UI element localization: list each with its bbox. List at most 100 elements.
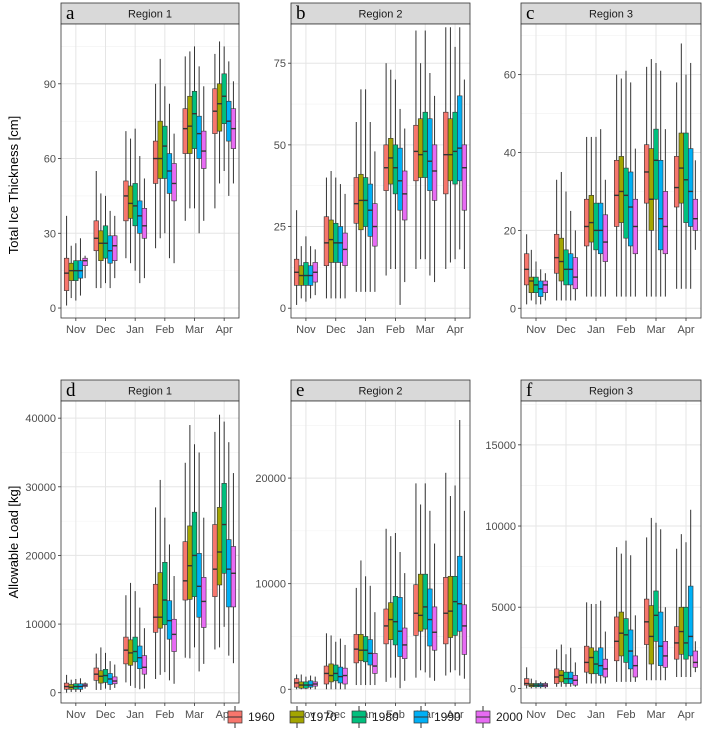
box-iqr: [152, 140, 159, 184]
box-b-Apr-1990: [457, 27, 463, 250]
box-b-Apr-1980: [452, 46, 458, 260]
box-iqr: [107, 235, 113, 264]
box-iqr: [402, 170, 408, 221]
panel-d: Region 1 0 10000 20000 30000 40000 Nov Dec Jan Fe…: [25, 379, 240, 721]
plot-area-e: [291, 401, 470, 703]
box-iqr: [563, 671, 569, 684]
box-iqr: [212, 524, 218, 597]
box-b-Feb-2000: [402, 128, 408, 283]
y-tick-label: 20000: [25, 550, 56, 562]
box-iqr: [447, 118, 454, 182]
box-iqr: [307, 680, 314, 688]
y-tick-label: 10000: [25, 619, 56, 631]
box-iqr: [452, 111, 458, 185]
box-iqr: [196, 115, 202, 159]
x-tick-label: Nov: [526, 709, 546, 721]
x-tick-label: Apr: [447, 709, 464, 721]
panel-c: Region 3 0 20 40 60 Nov Dec Jan Feb Mar Apr c: [504, 2, 702, 336]
box-iqr: [77, 260, 84, 279]
box-iqr: [328, 663, 334, 683]
box-iqr: [413, 584, 419, 636]
box-c-Jan-1960: [583, 136, 590, 297]
box-iqr: [673, 156, 680, 208]
x-tick-label: Dec: [96, 709, 116, 721]
legend-label: 1970: [310, 710, 337, 724]
box-iqr: [171, 163, 177, 202]
box-a-Jan-2000: [141, 178, 148, 279]
box-b-Feb-1980: [392, 79, 399, 269]
box-e-Mar-1980: [422, 483, 428, 673]
box-b-Feb-1990: [397, 108, 403, 305]
box-iqr: [337, 666, 344, 684]
box-e-Feb-1960: [383, 528, 389, 682]
y-tick-label: 40000: [25, 413, 56, 425]
plot-area-c: [521, 24, 701, 318]
legend-label: 2000: [496, 710, 523, 724]
box-iqr: [162, 561, 168, 626]
box-iqr: [653, 590, 659, 642]
x-tick-label: Jan: [126, 324, 144, 336]
box-iqr: [678, 606, 684, 655]
x-tick-label: Nov: [66, 324, 86, 336]
box-iqr: [221, 483, 227, 574]
box-iqr: [692, 198, 699, 231]
box-a-Apr-1960: [212, 53, 218, 209]
x-tick-label: Nov: [66, 709, 86, 721]
box-f-Feb-1990: [628, 555, 634, 682]
box-iqr: [196, 553, 202, 618]
box-a-Jan-1980: [132, 128, 138, 271]
panel-border-f: [520, 400, 702, 704]
box-iqr: [102, 225, 109, 259]
box-iqr: [397, 597, 403, 657]
box-iqr: [221, 73, 227, 124]
box-f-Mar-1980: [653, 522, 659, 681]
x-tick-label: Feb: [155, 709, 174, 721]
legend: 1960 1970 1980 1990 2000: [227, 706, 523, 728]
box-iqr: [662, 641, 669, 668]
plot-area-b: [291, 24, 470, 318]
legend-item-1990: 1990: [413, 706, 461, 728]
x-tick-label: Jan: [357, 324, 375, 336]
y-tick-label: 30000: [25, 482, 56, 494]
panel-border-a: [60, 23, 240, 319]
box-iqr: [427, 588, 433, 647]
box-iqr: [392, 144, 399, 195]
box-iqr: [63, 257, 70, 291]
box-iqr: [553, 668, 560, 684]
box-iqr: [628, 629, 634, 670]
x-tick-label: Dec: [326, 709, 346, 721]
box-a-Mar-1990: [196, 66, 202, 234]
box-iqr: [323, 665, 330, 685]
y-tick-label: 25: [274, 222, 286, 234]
box-iqr: [422, 111, 428, 178]
box-iqr: [457, 95, 463, 182]
box-iqr: [362, 636, 369, 663]
box-iqr: [191, 90, 198, 149]
box-d-Nov-2000: [82, 682, 88, 689]
box-iqr: [658, 611, 664, 666]
box-e-Jan-1970: [358, 560, 364, 686]
box-c-Jan-2000: [602, 179, 609, 297]
box-a-Jan-1990: [137, 156, 143, 284]
box-iqr: [353, 177, 359, 224]
box-b-Jan-1970: [358, 89, 364, 292]
box-iqr: [417, 573, 424, 632]
y-tick-label: 20000: [255, 473, 286, 485]
box-iqr: [431, 606, 438, 651]
panel-letter-c: c: [526, 3, 534, 24]
box-e-Nov-1970: [298, 674, 304, 690]
x-tick-label: Mar: [647, 709, 666, 721]
box-e-Jan-1980: [362, 576, 369, 686]
box-iqr: [388, 138, 394, 185]
y-tick-label: 10000: [255, 579, 286, 591]
box-f-Jan-1970: [588, 603, 594, 684]
box-iqr: [643, 144, 650, 204]
box-iqr: [662, 191, 669, 255]
legend-item-1970: 1970: [289, 706, 337, 728]
box-iqr: [191, 511, 198, 597]
box-iqr: [632, 655, 639, 678]
panel-letter-e: e: [296, 380, 304, 401]
box-a-Feb-2000: [171, 133, 177, 264]
y-tick-label: 0: [280, 684, 286, 696]
x-tick-label: Mar: [416, 324, 435, 336]
